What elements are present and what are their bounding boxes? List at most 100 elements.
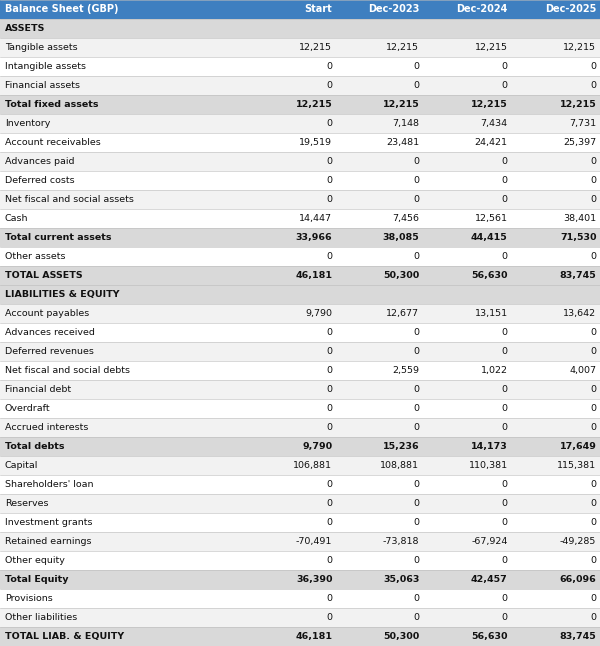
Text: 0: 0: [502, 157, 508, 166]
Text: 0: 0: [413, 347, 419, 356]
Text: Financial debt: Financial debt: [5, 385, 71, 394]
Text: 0: 0: [413, 195, 419, 204]
Text: 115,381: 115,381: [557, 461, 596, 470]
Text: 0: 0: [502, 62, 508, 71]
Text: Balance Sheet (GBP): Balance Sheet (GBP): [5, 5, 118, 14]
Bar: [0, 437, 600, 456]
Text: 12,215: 12,215: [560, 100, 596, 109]
Text: 0: 0: [590, 176, 596, 185]
Text: Cash: Cash: [5, 214, 28, 223]
Text: 0: 0: [413, 328, 419, 337]
Text: Other assets: Other assets: [5, 252, 65, 261]
Text: 0: 0: [590, 81, 596, 90]
Text: 14,447: 14,447: [299, 214, 332, 223]
Text: Dec-2025: Dec-2025: [545, 5, 596, 14]
Text: Net fiscal and social debts: Net fiscal and social debts: [5, 366, 130, 375]
Text: 0: 0: [326, 195, 332, 204]
Bar: [0, 399, 600, 418]
Text: 0: 0: [413, 252, 419, 261]
Bar: [0, 304, 600, 323]
Text: Deferred revenues: Deferred revenues: [5, 347, 94, 356]
Text: 1,022: 1,022: [481, 366, 508, 375]
Text: 83,745: 83,745: [560, 271, 596, 280]
Bar: [0, 342, 600, 361]
Bar: [0, 228, 600, 247]
Text: 0: 0: [590, 480, 596, 489]
Text: 0: 0: [413, 423, 419, 432]
Bar: [0, 133, 600, 152]
Text: 0: 0: [413, 62, 419, 71]
Bar: [0, 532, 600, 551]
Text: 0: 0: [590, 252, 596, 261]
Text: 0: 0: [413, 613, 419, 622]
Text: Intangible assets: Intangible assets: [5, 62, 86, 71]
Text: 0: 0: [590, 556, 596, 565]
Bar: [0, 19, 600, 38]
Text: 46,181: 46,181: [295, 271, 332, 280]
Bar: [0, 570, 600, 589]
Bar: [0, 551, 600, 570]
Text: 0: 0: [413, 81, 419, 90]
Text: Total debts: Total debts: [5, 442, 64, 451]
Text: Net fiscal and social assets: Net fiscal and social assets: [5, 195, 134, 204]
Text: Retained earnings: Retained earnings: [5, 537, 91, 546]
Text: Other liabilities: Other liabilities: [5, 613, 77, 622]
Text: 0: 0: [502, 81, 508, 90]
Text: 0: 0: [326, 157, 332, 166]
Text: 17,649: 17,649: [560, 442, 596, 451]
Text: 56,630: 56,630: [471, 271, 508, 280]
Bar: [0, 209, 600, 228]
Text: 9,790: 9,790: [302, 442, 332, 451]
Text: Total fixed assets: Total fixed assets: [5, 100, 98, 109]
Text: 0: 0: [502, 328, 508, 337]
Text: 0: 0: [413, 499, 419, 508]
Text: Deferred costs: Deferred costs: [5, 176, 74, 185]
Text: 0: 0: [326, 613, 332, 622]
Text: Advances paid: Advances paid: [5, 157, 74, 166]
Bar: [0, 494, 600, 513]
Text: 106,881: 106,881: [293, 461, 332, 470]
Text: 2,559: 2,559: [392, 366, 419, 375]
Text: 12,677: 12,677: [386, 309, 419, 318]
Text: 0: 0: [502, 423, 508, 432]
Text: 0: 0: [590, 404, 596, 413]
Text: 0: 0: [502, 594, 508, 603]
Text: Financial assets: Financial assets: [5, 81, 80, 90]
Bar: [0, 247, 600, 266]
Text: 0: 0: [413, 556, 419, 565]
Text: Dec-2024: Dec-2024: [456, 5, 508, 14]
Text: TOTAL LIAB. & EQUITY: TOTAL LIAB. & EQUITY: [5, 632, 124, 641]
Text: 0: 0: [326, 594, 332, 603]
Text: 0: 0: [590, 62, 596, 71]
Text: 0: 0: [326, 176, 332, 185]
Text: Start: Start: [305, 5, 332, 14]
Bar: [0, 152, 600, 171]
Text: 110,381: 110,381: [469, 461, 508, 470]
Text: 0: 0: [413, 385, 419, 394]
Text: 0: 0: [326, 556, 332, 565]
Text: 0: 0: [590, 347, 596, 356]
Text: 0: 0: [326, 62, 332, 71]
Text: 0: 0: [590, 195, 596, 204]
Text: 0: 0: [326, 518, 332, 527]
Text: 0: 0: [590, 423, 596, 432]
Text: Total current assets: Total current assets: [5, 233, 112, 242]
Text: 0: 0: [326, 119, 332, 128]
Text: Shareholders' loan: Shareholders' loan: [5, 480, 94, 489]
Bar: [0, 475, 600, 494]
Text: 0: 0: [502, 252, 508, 261]
Text: 12,215: 12,215: [383, 100, 419, 109]
Text: 0: 0: [326, 480, 332, 489]
Text: 19,519: 19,519: [299, 138, 332, 147]
Text: Total Equity: Total Equity: [5, 575, 68, 584]
Text: Advances received: Advances received: [5, 328, 95, 337]
Text: 36,390: 36,390: [296, 575, 332, 584]
Text: 0: 0: [326, 423, 332, 432]
Text: 0: 0: [326, 347, 332, 356]
Bar: [0, 190, 600, 209]
Text: Dec-2023: Dec-2023: [368, 5, 419, 14]
Bar: [0, 608, 600, 627]
Text: 15,236: 15,236: [383, 442, 419, 451]
Text: 0: 0: [590, 613, 596, 622]
Bar: [0, 361, 600, 380]
